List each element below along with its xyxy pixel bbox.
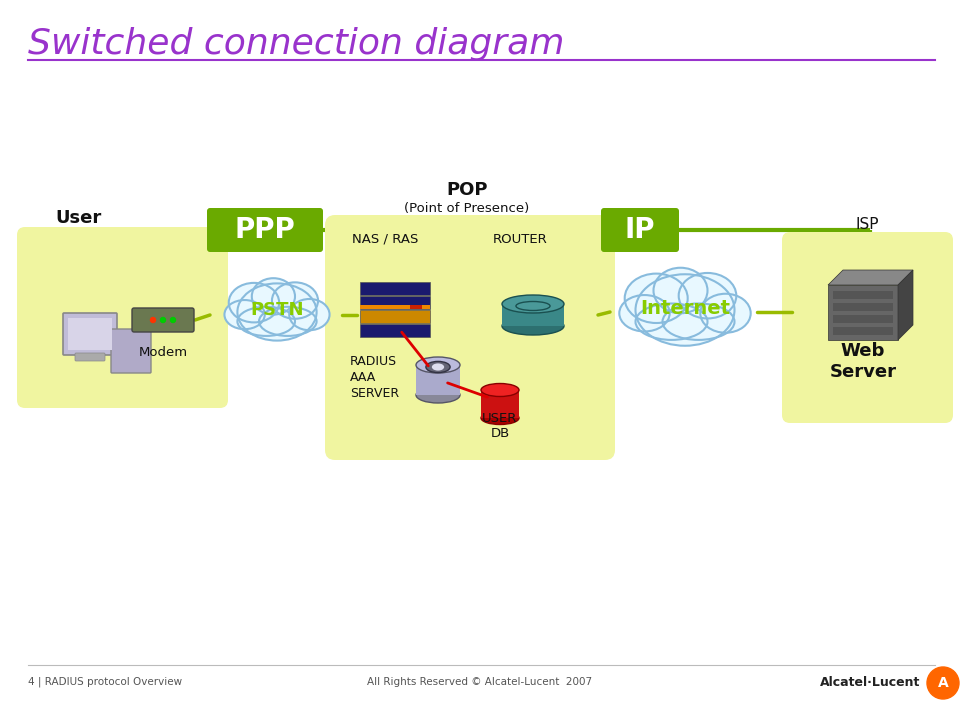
- FancyBboxPatch shape: [68, 318, 112, 350]
- Ellipse shape: [662, 304, 734, 340]
- FancyBboxPatch shape: [63, 313, 117, 355]
- Ellipse shape: [619, 295, 670, 331]
- FancyBboxPatch shape: [360, 296, 430, 309]
- Text: POP: POP: [446, 181, 488, 199]
- Ellipse shape: [289, 299, 329, 330]
- Text: Switched connection diagram: Switched connection diagram: [28, 27, 564, 61]
- Ellipse shape: [252, 278, 295, 315]
- Ellipse shape: [426, 361, 450, 373]
- Text: All Rights Reserved © Alcatel-Lucent  2007: All Rights Reserved © Alcatel-Lucent 200…: [368, 677, 592, 687]
- FancyBboxPatch shape: [833, 303, 893, 311]
- FancyBboxPatch shape: [502, 304, 564, 326]
- Text: Web
Server: Web Server: [829, 342, 897, 381]
- Text: 4 | RADIUS protocol Overview: 4 | RADIUS protocol Overview: [28, 677, 182, 688]
- Text: Alcatel·Lucent: Alcatel·Lucent: [820, 675, 921, 688]
- Text: ISP: ISP: [855, 217, 878, 232]
- Text: IP: IP: [625, 216, 656, 244]
- Text: RADIUS
AAA
SERVER: RADIUS AAA SERVER: [350, 355, 399, 400]
- Text: USER
DB: USER DB: [482, 412, 517, 440]
- Ellipse shape: [225, 300, 265, 329]
- Ellipse shape: [636, 274, 734, 346]
- Ellipse shape: [679, 273, 736, 318]
- FancyBboxPatch shape: [416, 365, 460, 395]
- Ellipse shape: [416, 387, 460, 403]
- Ellipse shape: [625, 274, 687, 323]
- FancyBboxPatch shape: [17, 227, 228, 408]
- Ellipse shape: [259, 307, 317, 336]
- Text: NAS / RAS: NAS / RAS: [352, 233, 419, 246]
- Text: Internet: Internet: [640, 299, 730, 318]
- FancyBboxPatch shape: [360, 282, 430, 295]
- FancyBboxPatch shape: [481, 390, 519, 418]
- Ellipse shape: [237, 307, 295, 336]
- Text: PPP: PPP: [234, 216, 296, 244]
- FancyBboxPatch shape: [207, 208, 323, 252]
- FancyBboxPatch shape: [132, 308, 194, 332]
- FancyBboxPatch shape: [828, 285, 898, 340]
- Ellipse shape: [700, 294, 751, 333]
- Circle shape: [171, 318, 176, 323]
- Text: User: User: [55, 209, 101, 227]
- FancyBboxPatch shape: [833, 327, 893, 335]
- Ellipse shape: [432, 364, 444, 371]
- Ellipse shape: [636, 304, 708, 340]
- Text: ROUTER: ROUTER: [493, 233, 548, 246]
- Text: Modem: Modem: [138, 346, 187, 359]
- FancyBboxPatch shape: [410, 305, 422, 309]
- Ellipse shape: [416, 357, 460, 373]
- Ellipse shape: [228, 283, 279, 323]
- Ellipse shape: [502, 317, 564, 335]
- Ellipse shape: [654, 268, 708, 313]
- Circle shape: [927, 667, 959, 699]
- Ellipse shape: [481, 384, 519, 397]
- Ellipse shape: [272, 282, 318, 319]
- FancyBboxPatch shape: [111, 329, 151, 373]
- Text: PSTN: PSTN: [251, 301, 303, 319]
- FancyBboxPatch shape: [833, 291, 893, 299]
- Ellipse shape: [481, 412, 519, 425]
- Polygon shape: [828, 270, 913, 285]
- Circle shape: [160, 318, 165, 323]
- FancyBboxPatch shape: [360, 324, 430, 337]
- Text: (Point of Presence): (Point of Presence): [404, 202, 530, 215]
- Polygon shape: [898, 270, 913, 340]
- FancyBboxPatch shape: [833, 315, 893, 323]
- FancyBboxPatch shape: [601, 208, 679, 252]
- Text: A: A: [938, 676, 948, 690]
- Ellipse shape: [237, 284, 317, 341]
- FancyBboxPatch shape: [75, 353, 105, 361]
- FancyBboxPatch shape: [360, 305, 430, 309]
- FancyBboxPatch shape: [325, 215, 615, 460]
- Circle shape: [151, 318, 156, 323]
- FancyBboxPatch shape: [360, 310, 430, 323]
- FancyBboxPatch shape: [782, 232, 953, 423]
- Ellipse shape: [502, 295, 564, 313]
